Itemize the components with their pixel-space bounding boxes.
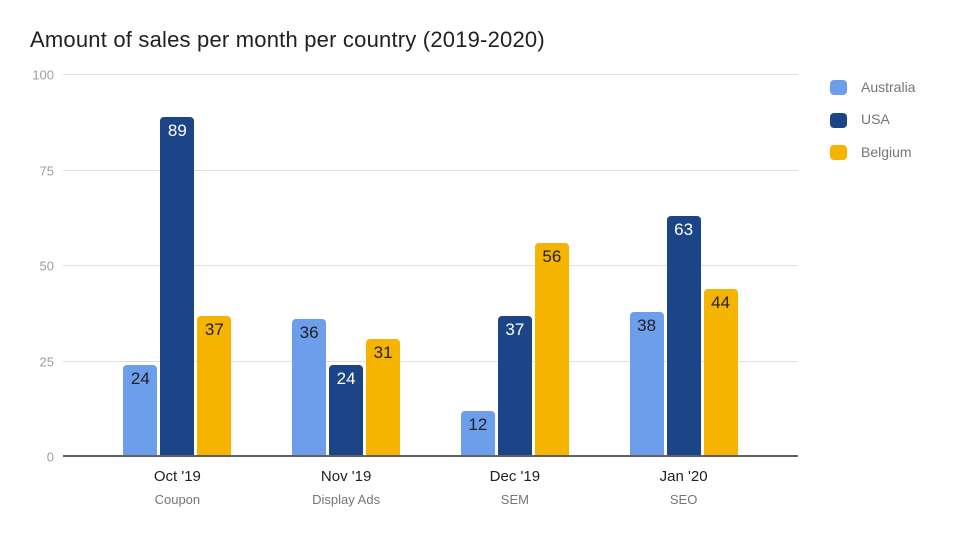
bar-belgium[interactable]: 44 (703, 288, 738, 457)
bar-usa[interactable]: 24 (329, 365, 364, 457)
y-tick-label: 50 (39, 258, 54, 274)
bar-value-label: 24 (130, 369, 150, 389)
bar-australia[interactable]: 36 (292, 319, 327, 457)
bar-value-label: 37 (505, 319, 525, 339)
bar-value-label: 63 (674, 220, 694, 240)
legend-item-belgium: Belgium (830, 143, 915, 160)
legend-item-australia: Australia (830, 79, 916, 96)
legend-item-usa: USA (830, 111, 915, 128)
bar-australia[interactable]: 12 (460, 411, 495, 457)
gridline (63, 169, 798, 171)
x-axis-label: Nov '19 Display Ads (266, 468, 426, 507)
y-tick-label: 75 (39, 163, 54, 178)
bar-value-label: 31 (373, 342, 393, 362)
legend-swatch-icon (830, 144, 847, 160)
bar-group: 24 89 37 Oct '19 Coupon (93, 75, 262, 507)
bar-value-label: 24 (336, 369, 356, 389)
bar-belgium[interactable]: 37 (197, 315, 232, 457)
x-axis-channel-label: SEM (500, 492, 529, 507)
bar-belgium[interactable]: 31 (366, 338, 401, 457)
gridline (63, 360, 798, 362)
x-axis-channel-label: SEO (669, 492, 698, 507)
y-tick-label: 100 (32, 67, 54, 83)
y-tick-label: 0 (46, 449, 54, 465)
legend-label: USA (861, 111, 890, 128)
x-axis-label: Dec '19 SEM (435, 468, 595, 507)
legend-swatch-icon (830, 80, 847, 96)
legend-label: Belgium (861, 143, 912, 160)
x-axis-label: Jan '20 SEO (604, 468, 764, 507)
bar-australia[interactable]: 24 (123, 365, 158, 457)
x-axis-channel-label: Display Ads (312, 492, 381, 507)
legend-swatch-icon (830, 112, 847, 128)
x-axis-month-label: Oct '19 (153, 468, 201, 485)
bar-belgium[interactable]: 56 (534, 243, 569, 457)
legend-label: Australia (861, 79, 916, 95)
x-axis-label: Oct '19 Coupon (97, 468, 257, 507)
bar-value-label: 37 (204, 319, 224, 339)
x-axis-line (63, 455, 798, 457)
bar-value-label: 56 (542, 247, 562, 267)
bar-value-label: 38 (637, 315, 657, 335)
bar-value-label: 44 (711, 292, 731, 312)
x-axis-month-label: Nov '19 (320, 468, 372, 485)
bar-cluster: 38 63 44 (629, 75, 738, 457)
bar-value-label: 12 (468, 415, 488, 435)
bar-cluster: 24 89 37 (123, 75, 232, 457)
gridline (63, 74, 798, 75)
x-axis-month-label: Dec '19 (489, 468, 541, 485)
bar-group: 12 37 56 Dec '19 SEM (431, 75, 600, 507)
plot-area: 24 89 37 Oct '19 Coupon 36 24 31 Nov '19 Display … (32, 69, 798, 507)
bar-value-label: 36 (299, 323, 319, 343)
gridline (63, 265, 798, 266)
bar-usa[interactable]: 89 (160, 117, 195, 457)
bar-cluster: 12 37 56 (460, 75, 569, 457)
bar-group: 38 63 44 Jan '20 SEO (599, 75, 768, 507)
bar-value-label: 89 (167, 121, 187, 141)
x-axis-channel-label: Coupon (154, 492, 201, 507)
chart-title: Amount of sales per month per country (2… (30, 27, 545, 52)
bar-groups: 24 89 37 Oct '19 Coupon 36 24 31 Nov '19 Display … (93, 75, 768, 507)
bar-australia[interactable]: 38 (629, 311, 664, 457)
bar-cluster: 36 24 31 (292, 75, 401, 457)
x-axis-month-label: Jan '20 (659, 468, 708, 485)
bar-usa[interactable]: 37 (497, 315, 532, 457)
bar-group: 36 24 31 Nov '19 Display Ads (262, 75, 431, 507)
y-tick-label: 25 (39, 354, 54, 369)
legend: Australia USA Belgium (830, 79, 916, 160)
bar-usa[interactable]: 63 (666, 216, 701, 457)
